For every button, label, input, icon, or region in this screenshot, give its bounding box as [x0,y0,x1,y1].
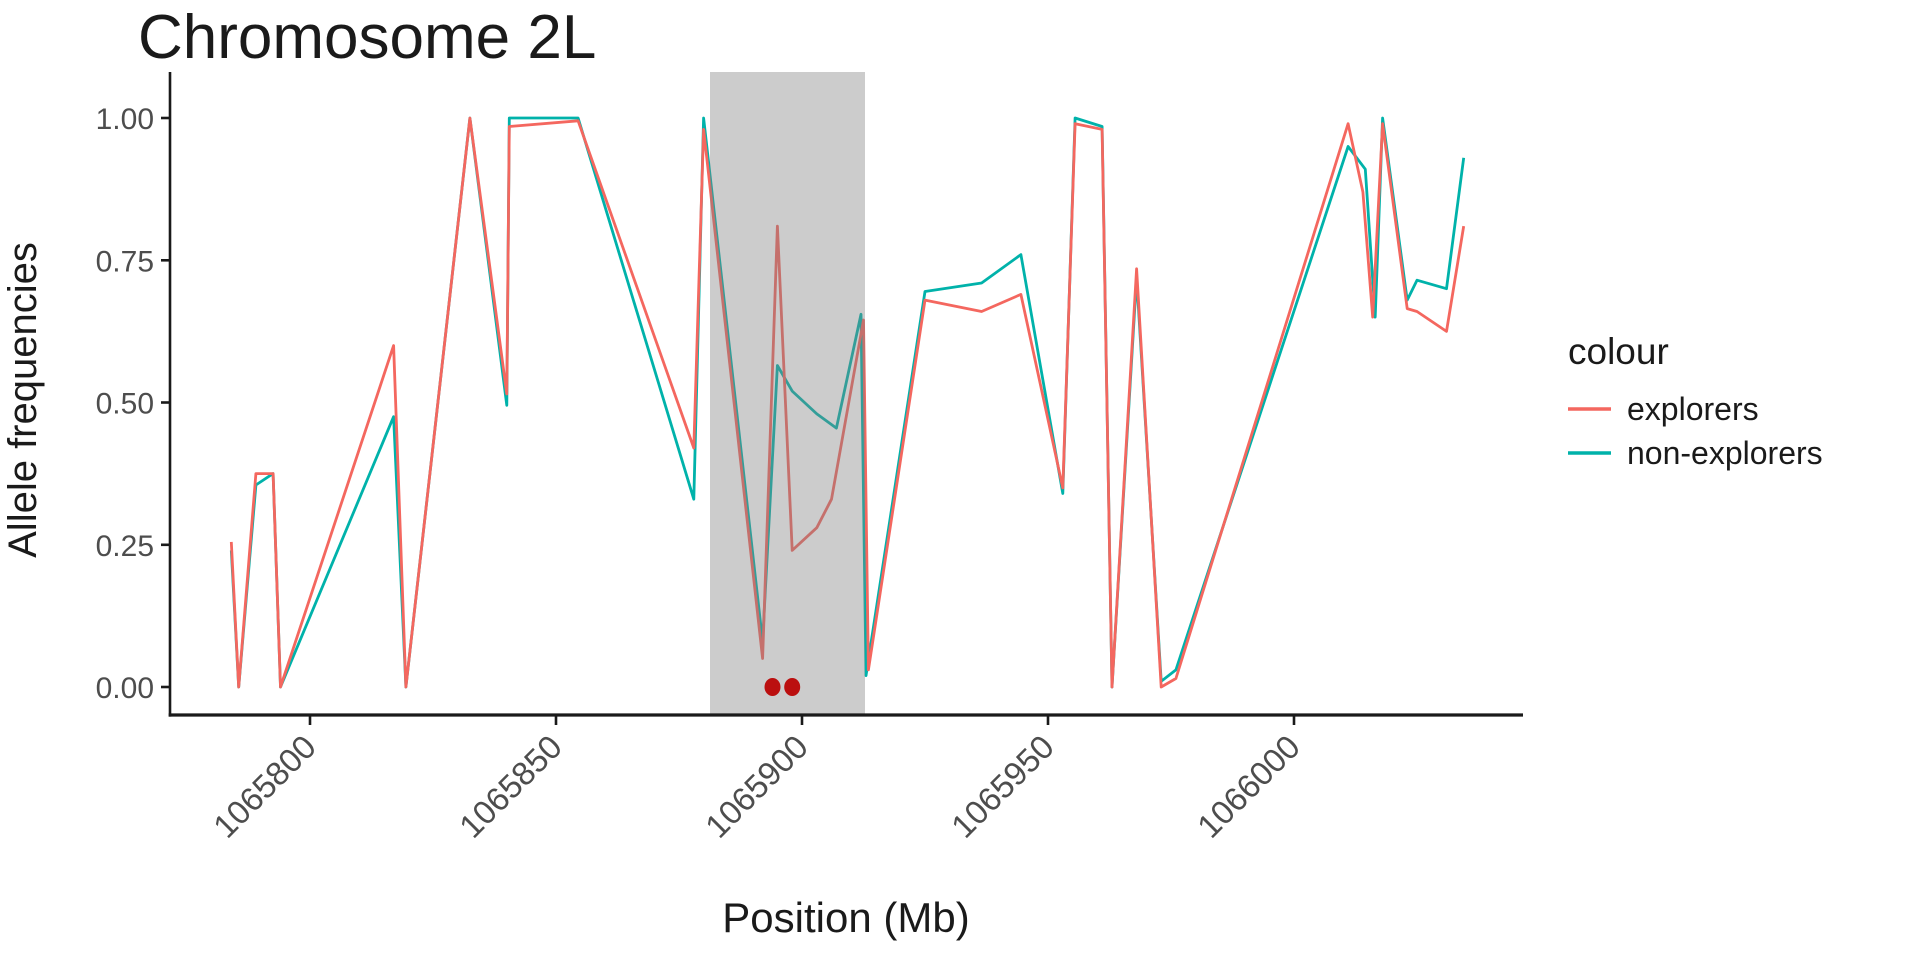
legend-label-non-explorers: non-explorers [1627,435,1823,471]
y-axis-ticks: 1.00 0.75 0.50 0.25 0.00 [96,103,170,705]
legend-entry-explorers: explorers [1568,391,1759,427]
y-tick-label: 0.25 [96,530,154,563]
y-axis-title: Allele frequencies [1,242,45,558]
series-line-explorers [229,116,1466,689]
y-tick-label: 0.00 [96,672,154,705]
x-axis-title: Position (Mb) [722,894,969,941]
y-tick-label: 1.00 [96,103,154,136]
x-tick-label: 1065800 [206,728,323,845]
legend-entry-non-explorers: non-explorers [1568,435,1823,471]
x-axis-ticks: 1065800 1065850 1065900 1065950 1066000 [206,715,1307,845]
series-layer [229,116,1466,689]
x-tick-label: 1065950 [944,728,1061,845]
highlight-band [710,72,865,715]
x-tick-label: 1066000 [1190,728,1307,845]
x-tick-label: 1065900 [698,728,815,845]
x-tick-label: 1065850 [452,728,569,845]
y-tick-label: 0.75 [96,245,154,278]
highlight-band-layer [710,72,865,715]
y-tick-label: 0.50 [96,388,154,421]
marked-point [784,678,801,696]
legend: colour explorers non-explorers [1568,331,1823,471]
chart-title: Chromosome 2L [138,3,596,72]
legend-title: colour [1568,331,1669,372]
legend-label-explorers: explorers [1627,391,1759,427]
marked-point [764,678,781,696]
marked-points-layer [764,678,801,696]
